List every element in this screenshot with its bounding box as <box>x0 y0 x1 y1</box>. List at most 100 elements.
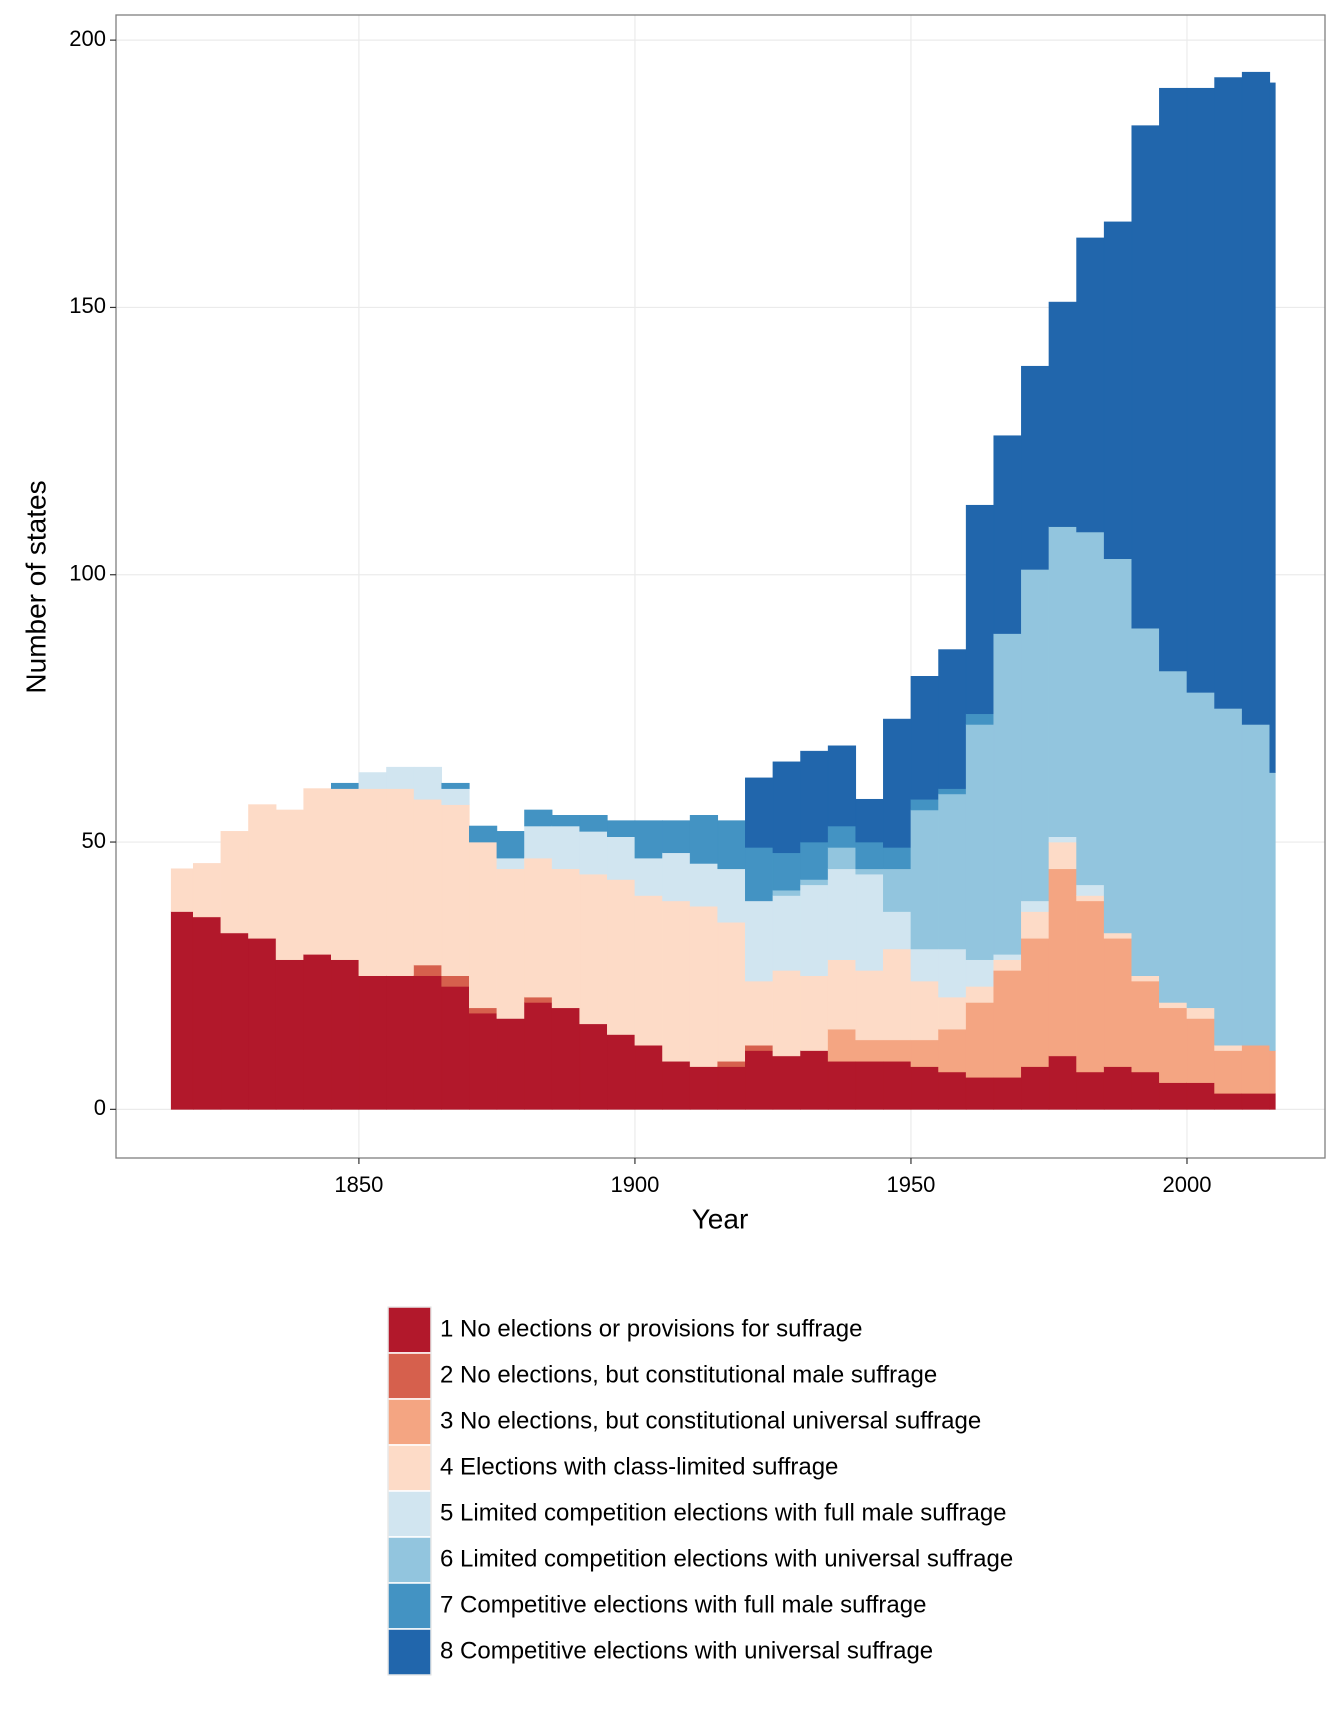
y-tick-label: 150 <box>69 293 106 318</box>
area-segment <box>386 766 415 789</box>
area-segment <box>938 788 967 795</box>
area-segment <box>883 948 912 1041</box>
area-segment <box>496 868 525 1019</box>
area-segment <box>1021 937 1050 1067</box>
area-segment <box>1159 1082 1188 1110</box>
legend-swatch <box>387 1352 432 1400</box>
area-segment <box>524 825 553 859</box>
area-segment <box>358 772 387 789</box>
area-segment <box>993 435 1022 634</box>
area-segment <box>579 1023 608 1110</box>
area-segment <box>855 868 884 875</box>
area-segment <box>855 798 884 843</box>
area-segment <box>1214 77 1243 709</box>
area-segment <box>170 868 194 912</box>
x-tick-label: 2000 <box>1163 1172 1212 1197</box>
area-segment <box>993 954 1022 960</box>
area-segment <box>745 1050 774 1110</box>
area-segment <box>1186 1082 1215 1110</box>
area-segment <box>1214 1050 1243 1094</box>
area-segment <box>938 1028 967 1073</box>
legend-label: 6 Limited competition elections with uni… <box>440 1545 1013 1572</box>
legend-swatch <box>387 1490 432 1538</box>
area-segment <box>358 788 387 976</box>
area-segment <box>496 1018 525 1110</box>
area-segment <box>772 852 801 891</box>
area-segment <box>192 916 222 1110</box>
area-segment <box>441 788 470 805</box>
x-tick-label: 1900 <box>610 1172 659 1197</box>
area-segment <box>662 820 691 854</box>
area-segment <box>800 841 829 880</box>
area-segment <box>1021 911 1050 939</box>
area-segment <box>551 825 581 870</box>
area-segment <box>689 1066 719 1110</box>
area-segment <box>469 825 498 843</box>
plot-border <box>115 14 1326 1159</box>
area-segment <box>689 905 719 1067</box>
area-segment <box>938 1071 967 1110</box>
area-segment <box>469 1007 498 1014</box>
area-segment <box>855 873 884 971</box>
area-segment <box>1186 692 1215 1009</box>
area-segment <box>579 815 608 832</box>
area-segment <box>910 676 939 800</box>
area-segment <box>1131 980 1160 1073</box>
area-segment <box>496 831 525 859</box>
area-segment <box>993 959 1022 971</box>
area-segment <box>883 911 912 950</box>
area-segment <box>469 1012 498 1110</box>
area-segment <box>772 1055 801 1110</box>
area-segment <box>1159 670 1188 1003</box>
area-segment <box>827 1060 857 1110</box>
area-segment <box>220 932 249 1110</box>
area-segment <box>883 868 912 912</box>
area-segment <box>1269 772 1276 1051</box>
x-tick-label: 1950 <box>886 1172 935 1197</box>
area-segment <box>607 1034 636 1110</box>
area-segment <box>441 782 470 789</box>
legend-label: 1 No elections or provisions for suffrag… <box>440 1315 862 1342</box>
area-segment <box>331 782 360 789</box>
legend-label: 4 Elections with class-limited suffrage <box>440 1453 838 1480</box>
legend-key-border <box>387 1306 432 1676</box>
area-segment <box>965 986 995 1003</box>
area-segment <box>910 980 939 1041</box>
area-segment <box>441 804 470 976</box>
area-segment <box>1214 1093 1243 1110</box>
area-segment <box>938 793 967 950</box>
area-segment <box>1214 1044 1243 1051</box>
area-segment <box>965 713 995 725</box>
area-segment <box>1186 1018 1215 1083</box>
y-axis-title: Number of states <box>20 480 51 693</box>
area-segment <box>1048 868 1077 1057</box>
area-segment <box>331 959 360 1110</box>
legend-label: 8 Competitive elections with universal s… <box>440 1637 933 1664</box>
area-segment <box>524 809 553 827</box>
area-segment <box>689 863 719 907</box>
area-segment <box>275 959 304 1110</box>
area-segment <box>607 836 636 880</box>
area-segment <box>248 937 277 1110</box>
y-tick-label: 200 <box>69 26 106 51</box>
area-segment <box>800 975 829 1051</box>
area-segment <box>717 1060 746 1067</box>
area-segment <box>634 1044 663 1110</box>
area-segment <box>524 996 553 1003</box>
area-segment <box>441 975 470 987</box>
x-tick-label: 1850 <box>334 1172 383 1197</box>
area-segment <box>910 948 939 982</box>
area-segment <box>938 948 967 998</box>
area-segment <box>1076 237 1105 533</box>
area-segment <box>1103 937 1133 1067</box>
area-segment <box>965 724 995 960</box>
area-segment <box>827 959 857 1030</box>
area-segment <box>634 895 663 1046</box>
area-segment <box>1076 531 1105 886</box>
area-segment <box>772 889 801 896</box>
area-segment <box>800 879 829 886</box>
area-segment <box>303 788 332 955</box>
area-segment <box>634 857 663 896</box>
y-tick-label: 0 <box>94 1095 106 1120</box>
